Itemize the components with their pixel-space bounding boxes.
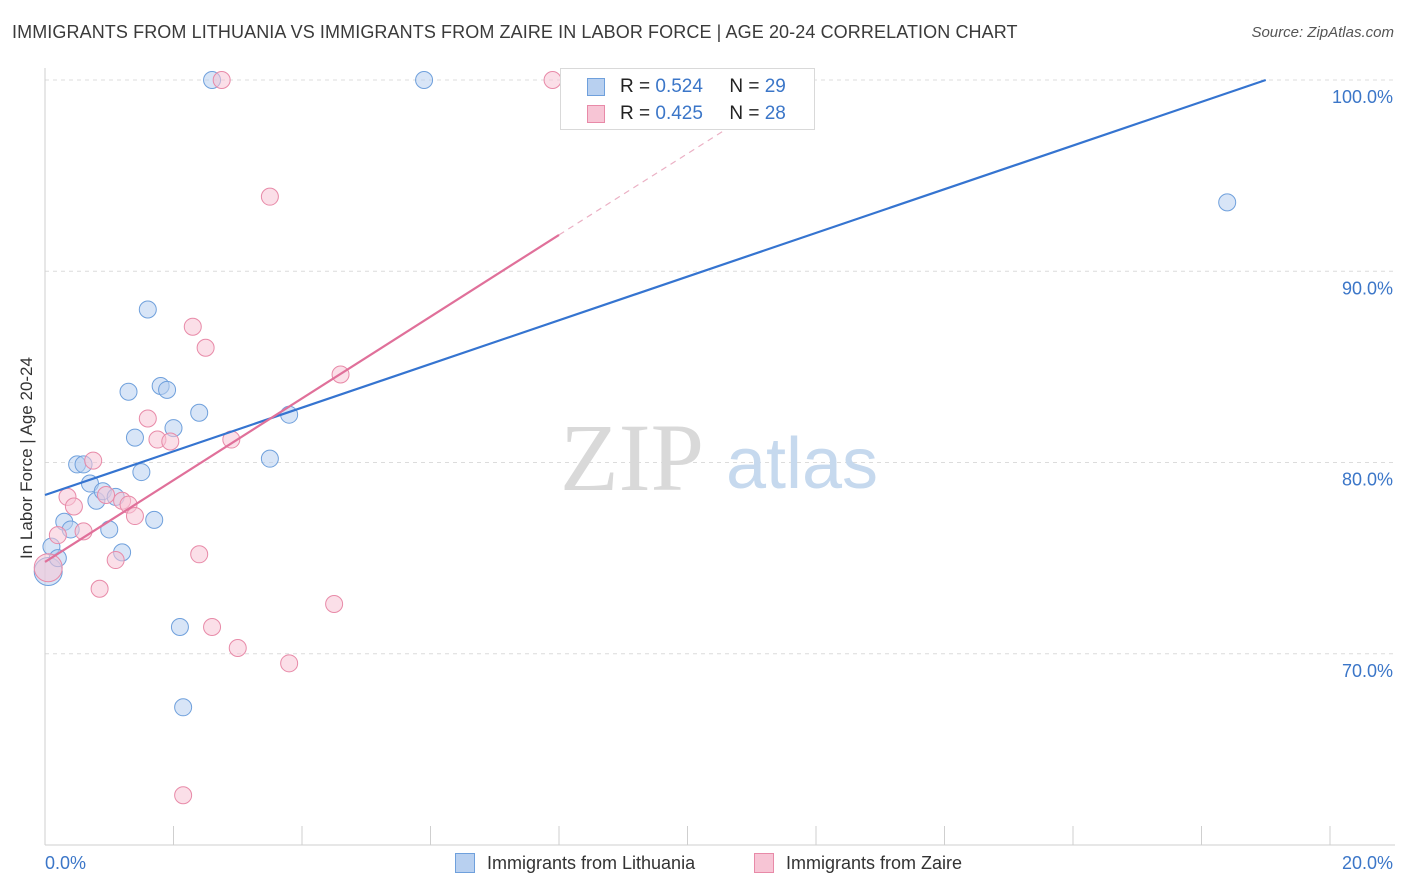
chart-title: IMMIGRANTS FROM LITHUANIA VS IMMIGRANTS … xyxy=(12,22,1018,42)
point-lithuania xyxy=(415,71,434,89)
legend-n-label: N = xyxy=(729,103,765,124)
point-lithuania xyxy=(145,510,164,529)
point-lithuania xyxy=(158,380,177,399)
point-zaire xyxy=(138,409,157,428)
y-axis-label: In Labor Force | Age 20-24 xyxy=(17,357,36,559)
point-lithuania xyxy=(125,428,144,447)
legend-r-label: R = xyxy=(620,76,656,97)
legend-n-value: 28 xyxy=(764,103,786,124)
grid-lines xyxy=(45,79,1395,655)
axes xyxy=(44,68,1395,846)
point-zaire xyxy=(125,507,144,526)
bottom-legend-label: Immigrants from Zaire xyxy=(786,853,963,873)
point-zaire xyxy=(161,432,180,451)
point-zaire xyxy=(106,551,125,570)
point-zaire xyxy=(33,553,63,583)
point-zaire xyxy=(543,71,562,89)
point-zaire xyxy=(84,451,103,470)
source-label: Source: ZipAtlas.com xyxy=(1251,24,1394,41)
point-lithuania xyxy=(174,698,193,717)
trendline-lithuania xyxy=(44,78,1267,497)
point-lithuania xyxy=(119,382,138,401)
point-zaire xyxy=(48,526,67,545)
watermark-zip: ZIP xyxy=(560,404,704,511)
point-zaire xyxy=(174,786,193,805)
point-lithuania xyxy=(132,463,151,482)
tick-labels: 70.0% 80.0% 90.0% 100.0% 0.0% 20.0% xyxy=(45,87,1393,873)
correlation-legend: R = 0.524 N = 29 R = 0.425 N = 28 xyxy=(560,68,815,130)
bottom-legend-swatch-lithuania xyxy=(455,853,475,873)
legend-r-value: 0.425 xyxy=(655,103,703,124)
point-zaire xyxy=(260,187,279,206)
x-tick-label-end: 20.0% xyxy=(1342,853,1393,873)
point-lithuania xyxy=(170,617,189,636)
legend-r-value: 0.524 xyxy=(655,76,703,97)
point-zaire xyxy=(203,617,222,636)
legend-n-value: 29 xyxy=(764,76,786,97)
watermark: ZIP atlas xyxy=(560,404,878,511)
point-zaire xyxy=(325,595,344,614)
legend-n-label: N = xyxy=(729,76,765,97)
point-zaire xyxy=(64,497,83,516)
watermark-atlas: atlas xyxy=(726,424,878,504)
legend-r-label: R = xyxy=(620,103,656,124)
point-zaire xyxy=(280,654,299,673)
point-lithuania xyxy=(138,300,157,319)
bottom-legend-label: Immigrants from Lithuania xyxy=(487,853,696,873)
point-zaire xyxy=(196,338,215,357)
y-tick-label: 90.0% xyxy=(1342,278,1393,298)
legend-swatch-zaire xyxy=(587,105,605,123)
point-zaire xyxy=(97,486,116,505)
point-lithuania xyxy=(1218,193,1237,212)
point-lithuania xyxy=(190,403,209,422)
point-zaire xyxy=(212,71,231,89)
point-zaire xyxy=(228,639,247,658)
point-zaire xyxy=(183,317,202,336)
y-tick-label: 100.0% xyxy=(1332,87,1393,107)
y-tick-label: 80.0% xyxy=(1342,470,1393,490)
point-lithuania xyxy=(100,520,119,539)
y-tick-label: 70.0% xyxy=(1342,661,1393,681)
point-lithuania xyxy=(260,449,279,468)
bottom-legend-swatch-zaire xyxy=(754,853,774,873)
trendline-zaire xyxy=(44,233,560,563)
point-zaire xyxy=(90,579,109,598)
x-tick-label-start: 0.0% xyxy=(45,853,86,873)
point-zaire xyxy=(190,545,209,564)
legend-swatch-lithuania xyxy=(587,78,605,96)
